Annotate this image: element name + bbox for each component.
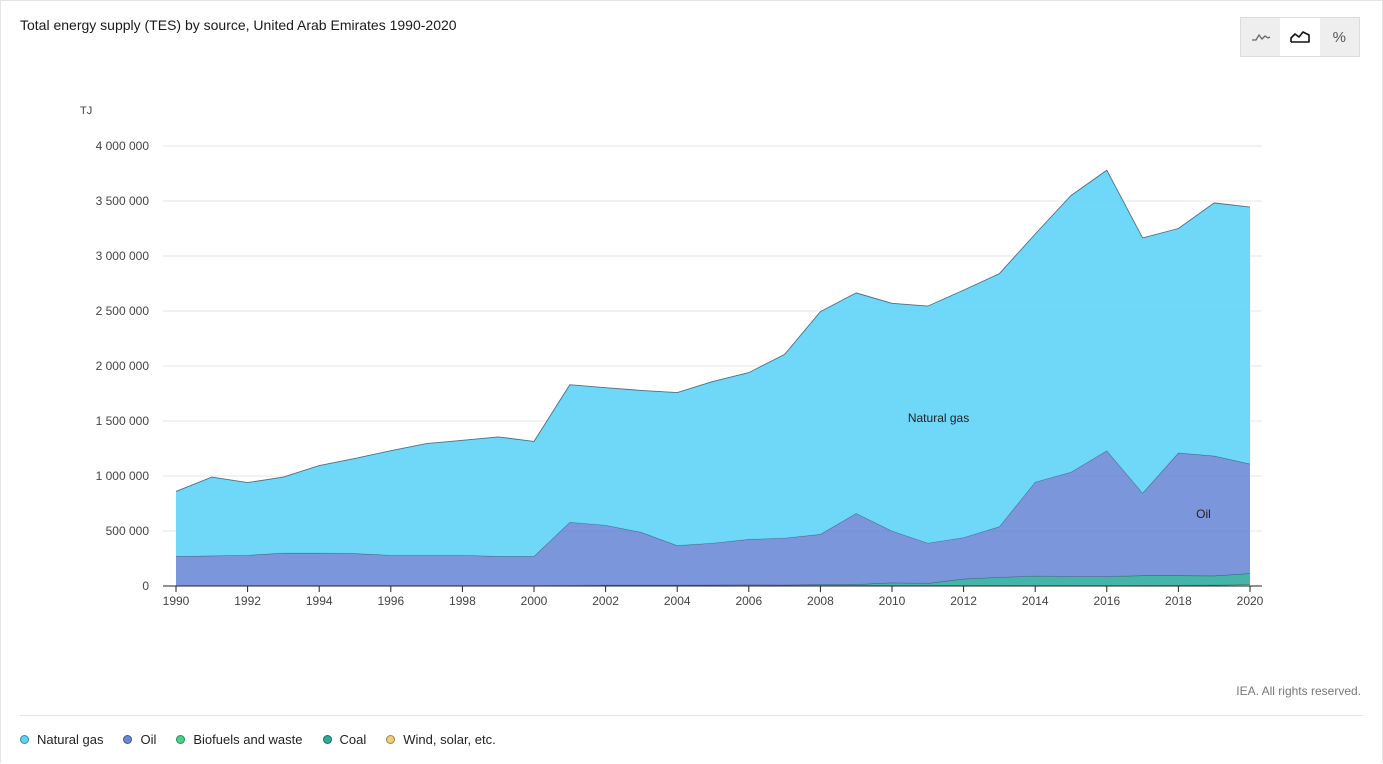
legend-swatch [386,735,396,744]
x-tick-label: 1996 [377,594,404,608]
legend-swatch [176,735,186,744]
y-tick-label: 1 500 000 [96,414,150,428]
area-chart-toggle[interactable] [1280,18,1320,56]
series-annotation: Natural gas [908,411,969,425]
annotations: Natural gas Oil [908,411,1211,521]
percent-toggle[interactable]: % [1319,18,1359,56]
legend-label: Natural gas [37,732,104,747]
x-tick-label: 2004 [664,594,691,608]
chart-title: Total energy supply (TES) by source, Uni… [20,17,457,33]
x-tick-label: 2002 [592,594,619,608]
y-tick-label: 4 000 000 [96,139,150,153]
legend-swatch [123,735,133,744]
x-tick-label: 2012 [950,594,977,608]
y-tick-label: 3 000 000 [96,249,150,263]
x-tick-label: 2018 [1165,594,1192,608]
y-tick-label: 0 [142,579,149,593]
series-annotation: Oil [1196,507,1211,521]
copyright-note: IEA. All rights reserved. [1236,684,1361,698]
legend-item-oil[interactable]: Oil [123,732,156,747]
y-tick-label: 2 000 000 [96,359,150,373]
legend: Natural gas Oil Biofuels and waste Coal Wind… [20,732,516,747]
x-tick-label: 1990 [163,594,190,608]
x-tick-label: 2000 [521,594,548,608]
x-tick-label: 1992 [234,594,261,608]
legend-label: Wind, solar, etc. [403,732,496,747]
x-tick-label: 2008 [807,594,834,608]
x-tick-label: 2010 [879,594,906,608]
legend-swatch [20,735,29,744]
legend-item-natural-gas[interactable]: Natural gas [20,732,103,747]
area-chart: 0 500 000 1 000 000 1 500 000 2 000 000 2 500… [80,105,1264,608]
percent-icon: % [1332,28,1346,46]
chart-type-toggle: % [1240,17,1360,57]
x-axis: 1990 1992 1994 1996 1998 2000 2002 2004 2006 2008… [163,585,1264,608]
x-tick-label: 2014 [1022,594,1049,608]
area-series [175,169,1251,587]
area-coal[interactable] [176,573,1250,586]
line-chart-toggle[interactable] [1241,18,1281,56]
area-outline-natural-gas [175,169,1251,492]
area-chart-icon [1290,31,1310,43]
y-tick-label: 500 000 [106,524,150,538]
x-tick-label: 2016 [1093,594,1120,608]
y-axis-label: TJ [80,105,92,117]
y-tick-label: 3 500 000 [96,194,150,208]
legend-swatch [322,735,332,744]
legend-label: Biofuels and waste [193,732,303,747]
x-tick-label: 1998 [449,594,476,608]
legend-divider [20,715,1363,716]
legend-label: Oil [140,732,157,747]
legend-item-biofuels-and-waste[interactable]: Biofuels and waste [176,732,303,747]
y-tick-label: 2 500 000 [96,304,150,318]
area-oil[interactable] [176,450,1250,586]
x-tick-label: 1994 [306,594,333,608]
legend-item-wind-solar-etc[interactable]: Wind, solar, etc. [386,732,496,747]
y-tick-label: 1 000 000 [96,469,150,483]
legend-label: Coal [339,732,367,747]
x-tick-label: 2020 [1237,594,1264,608]
area-natural-gas[interactable] [176,170,1250,557]
line-chart-icon [1251,33,1270,41]
x-tick-label: 2006 [735,594,762,608]
y-axis: 0 500 000 1 000 000 1 500 000 2 000 000 2 500… [80,105,149,593]
legend-item-coal[interactable]: Coal [322,732,367,747]
